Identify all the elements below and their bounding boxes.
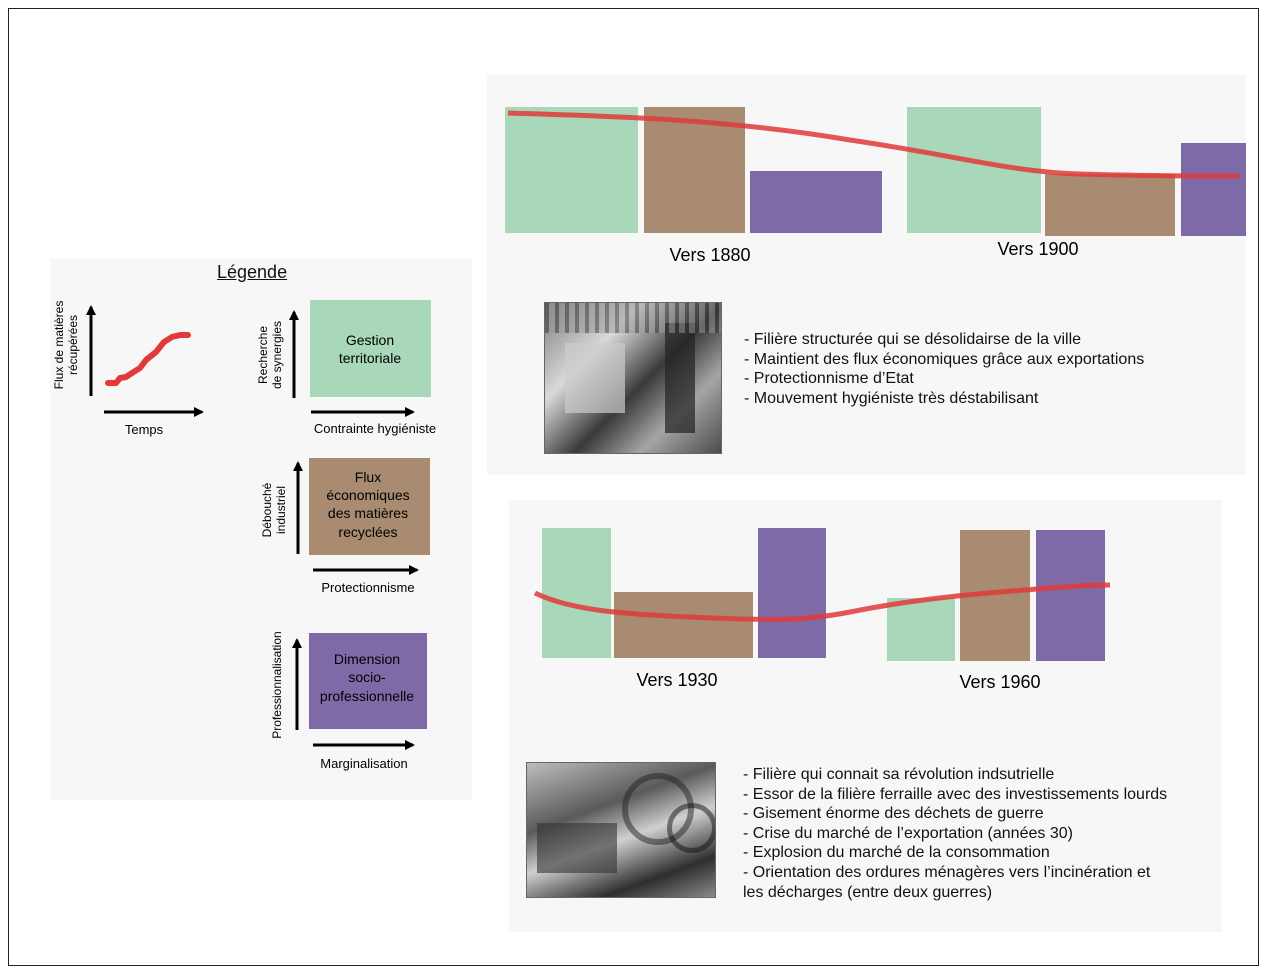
- legend-panel: [50, 258, 472, 800]
- legend-title: Légende: [217, 262, 288, 282]
- bullet-item: - Filière qui connait sa révolution inds…: [743, 766, 1055, 783]
- bullet-item: - Maintient des flux économiques grâce a…: [744, 350, 1145, 368]
- bullet-item: - Orientation des ordures ménagères vers…: [743, 863, 1151, 881]
- period1-bullets: - Filière structurée qui se désolidairse…: [744, 330, 1144, 408]
- period2-bullets: - Filière qui connait sa révolution inds…: [743, 765, 1167, 902]
- historical-photo-2: [526, 762, 716, 898]
- bullet-item: - Protectionnisme d’Etat: [744, 370, 914, 388]
- bullet-item: - Explosion du marché de la consommation: [743, 844, 1050, 862]
- bullet-item: les décharges (entre deux guerres): [743, 883, 993, 901]
- bullet-item: - Gisement énorme des déchets de guerre: [743, 805, 1044, 823]
- bullet-item: - Essor de la filière ferraille avec des…: [743, 785, 1168, 803]
- bullet-item: - Mouvement hygiéniste très déstabilisan…: [744, 389, 1039, 407]
- bullet-item: - Filière structurée qui se désolidairse…: [744, 331, 1082, 348]
- bullet-item: - Crise du marché de l’exportation (anné…: [743, 824, 1073, 842]
- historical-photo-1: [544, 302, 722, 454]
